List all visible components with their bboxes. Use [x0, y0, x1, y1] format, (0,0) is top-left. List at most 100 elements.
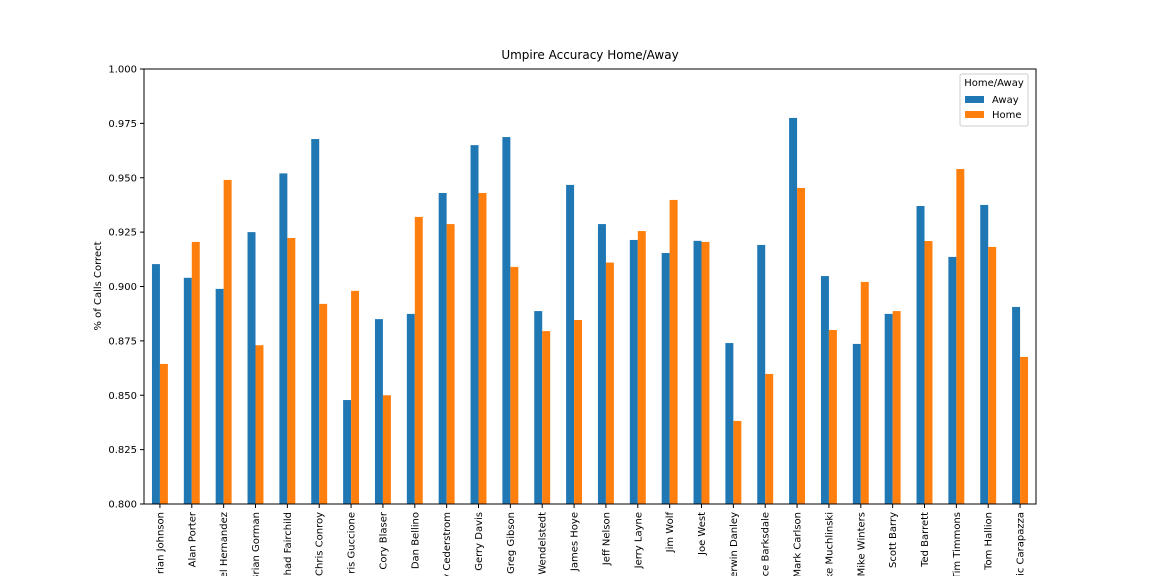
y-tick-label: 1.000 — [108, 65, 137, 76]
bar — [151, 264, 160, 504]
legend-label: Away — [992, 95, 1019, 106]
bar — [191, 241, 200, 504]
bar — [446, 224, 455, 504]
bar — [438, 192, 447, 504]
bar — [343, 400, 352, 504]
bar — [319, 303, 328, 504]
x-tick-label: el Hernandez — [219, 512, 230, 576]
bar — [637, 231, 646, 504]
x-tick-label: had Fairchild — [283, 512, 294, 575]
bar — [725, 343, 734, 504]
bar — [924, 241, 933, 505]
bar — [597, 224, 606, 504]
bar — [797, 187, 806, 504]
bar — [661, 253, 670, 504]
x-tick-label: y Cederstrom — [442, 512, 453, 576]
bar — [478, 192, 487, 504]
x-tick-label: Cory Blaser — [378, 511, 389, 569]
bar — [159, 363, 168, 504]
bar — [1020, 356, 1029, 504]
x-tick-label: Scott Barry — [888, 512, 899, 568]
x-tick-label: Chris Conroy — [315, 512, 326, 576]
bar — [852, 343, 861, 504]
bar — [382, 395, 391, 504]
bar — [701, 241, 710, 504]
bar — [183, 277, 192, 504]
bar — [956, 169, 965, 505]
bar — [247, 232, 256, 504]
bar — [470, 145, 479, 504]
bar — [311, 139, 320, 504]
bar — [948, 256, 957, 504]
x-tick-label: Gerry Davis — [474, 512, 485, 571]
bar — [916, 206, 925, 504]
bar — [884, 313, 893, 504]
legend-swatch — [965, 96, 984, 103]
bar — [828, 330, 837, 504]
bar — [287, 237, 296, 504]
x-tick-label: Dan Bellino — [410, 512, 421, 569]
bar — [510, 266, 519, 504]
x-tick-label: Jeff Nelson — [601, 512, 612, 566]
y-tick-label: 0.850 — [108, 391, 137, 402]
y-tick-label: 0.975 — [108, 119, 137, 130]
plot-frame — [143, 68, 1037, 505]
legend: Home/Away Away Home — [959, 73, 1029, 127]
bar — [693, 240, 702, 504]
bar — [279, 173, 288, 504]
x-tick-label: Mark Carlson — [793, 512, 804, 576]
x-tick-label: ke Muchlinski — [824, 512, 835, 576]
y-tick-label: 0.925 — [108, 228, 137, 239]
bar — [765, 373, 774, 504]
bar — [669, 199, 678, 504]
bar — [789, 117, 798, 504]
legend-label: Home — [992, 110, 1022, 121]
x-tick-label: Mike Winters — [856, 512, 867, 576]
x-tick-label: Wendelstedt — [538, 512, 549, 575]
bar — [406, 313, 415, 504]
bar — [414, 216, 423, 504]
bar — [733, 420, 742, 504]
x-tick-label: Alan Porter — [187, 511, 198, 567]
bar — [629, 239, 638, 504]
x-tick-label: Joe West — [697, 512, 708, 556]
x-tick-label: Jerry Layne — [633, 512, 644, 569]
bar — [988, 246, 997, 505]
x-tick-label: ce Barksdale — [761, 512, 772, 576]
bar — [860, 281, 869, 504]
x-tick-label: erwin Danley — [729, 512, 740, 576]
legend-swatch — [965, 111, 984, 118]
legend-title: Home/Away — [964, 78, 1024, 89]
bar — [892, 311, 901, 504]
x-tick-label: Greg Gibson — [506, 512, 517, 574]
y-tick-label: 0.950 — [108, 173, 137, 184]
bar — [255, 345, 264, 504]
chart-title: Umpire Accuracy Home/Away — [501, 48, 678, 62]
bar — [757, 244, 766, 504]
bar — [820, 276, 829, 504]
y-tick-label: 0.900 — [108, 282, 137, 293]
bar — [351, 290, 360, 504]
bar — [605, 262, 614, 504]
y-tick-label: 0.825 — [108, 445, 137, 456]
x-tick-label: Tom Hallion — [984, 512, 995, 571]
bar — [215, 288, 224, 504]
bar — [534, 311, 543, 504]
bar — [980, 204, 989, 504]
bar — [223, 179, 232, 505]
x-tick-label: ic Carapazza — [1016, 512, 1027, 576]
x-tick-label: ris Guccione — [347, 512, 358, 574]
x-tick-label: Brian Gorman — [251, 512, 262, 576]
bar — [542, 331, 551, 504]
x-tick-label: James Hoye — [570, 512, 581, 572]
bar — [566, 184, 575, 505]
y-tick-label: 0.875 — [108, 336, 137, 347]
bar — [574, 319, 583, 504]
x-tick-label: rian Johnson — [155, 512, 166, 574]
x-tick-label: Tim Timmons — [952, 512, 963, 576]
bar — [502, 137, 511, 504]
bar — [374, 319, 383, 504]
x-tick-label: Jim Wolf — [665, 512, 676, 554]
y-axis-label: % of Calls Correct — [93, 241, 104, 330]
